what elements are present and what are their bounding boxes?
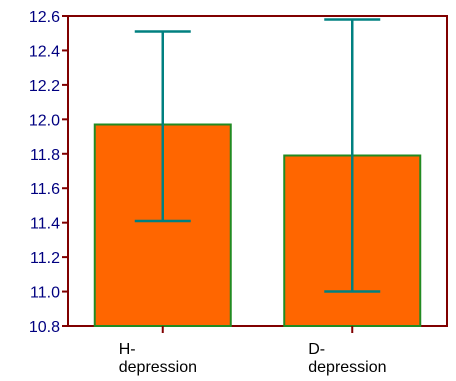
x-category-label: D-depression	[308, 341, 386, 376]
y-tick-label: 12.4	[29, 43, 60, 60]
y-tick-label: 11.8	[30, 147, 60, 164]
y-tick-label: 11.4	[30, 216, 60, 233]
y-tick-label: 10.8	[29, 319, 60, 336]
error-bar-layer	[134, 18, 381, 293]
x-category-label: H-depression	[119, 341, 197, 376]
y-tick-label: 12.2	[29, 78, 60, 95]
y-tick-label: 12.6	[29, 9, 60, 26]
y-tick-label: 11.0	[30, 285, 60, 302]
y-tick-label: 12.0	[29, 112, 60, 129]
x-axis: H-depression D-depression	[119, 326, 387, 376]
y-axis: 10.8 11.0 11.2 11.4 11.6 11.8 12.0 12.2 12.4 12.6	[29, 9, 68, 336]
y-tick-label: 11.2	[30, 250, 60, 267]
y-tick-label: 11.6	[30, 181, 60, 198]
